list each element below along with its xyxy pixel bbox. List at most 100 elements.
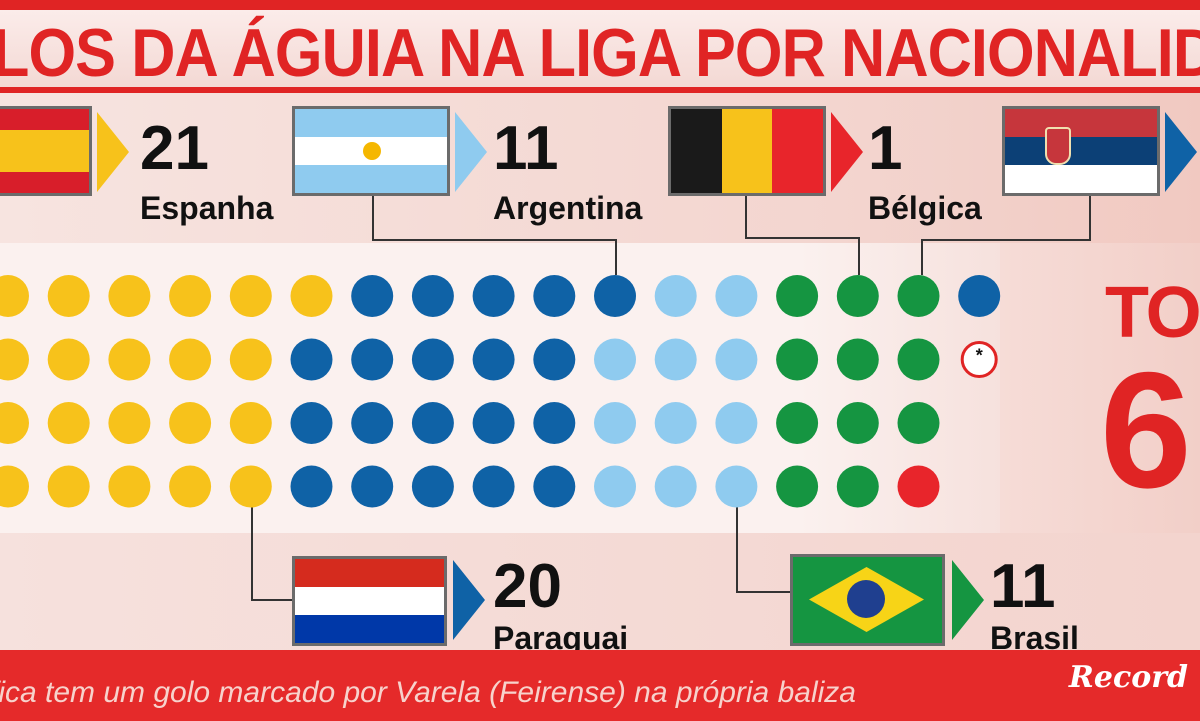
label-argentina: Argentina [493,190,643,226]
count-argentina: 11 [493,114,559,183]
dot-paraguai [290,465,333,508]
dot-paraguai [533,275,576,317]
upper-panel [0,93,1200,243]
dot-argentina [715,338,758,381]
total-label: TOT [1105,273,1200,353]
dot-argentina [715,402,758,444]
dot-paraguai [290,338,333,381]
dot-paraguai [411,275,454,317]
own-goal-marker: * [976,346,983,366]
dot-paraguai [351,465,394,508]
flag-brasil [790,554,945,646]
dot-argentina [594,465,636,508]
dot-espanha [229,465,272,508]
arrow-espanha [97,112,129,192]
record-logo: Record [1068,660,1188,695]
dot-espanha [47,338,90,381]
dot-argentina [594,338,636,381]
count-belgica: 1 [868,114,903,183]
total-arrow-panel [1000,243,1200,533]
title-separator [0,87,1200,93]
globe-icon [847,580,885,618]
dot-espanha [47,465,90,508]
dot-espanha [0,338,29,381]
dot-paraguai [533,402,576,444]
total-value: 6 [1100,338,1192,522]
arrow-paraguai [453,560,485,640]
count-brasil: 11 [990,552,1056,621]
footer-bar [0,650,1200,721]
dot-own-goal [960,341,998,378]
dot-paraguai [290,402,333,444]
flag-paraguai [292,556,447,646]
page-title: LOS DA ÁGUIA NA LIGA POR NACIONALIDADE [0,15,1200,91]
lower-panel [0,533,1200,650]
connector-brasil [736,505,790,593]
connector-servia [921,196,1091,275]
flag-servia [1002,106,1160,196]
dot-espanha [108,338,151,381]
dot-espanha [0,402,29,444]
dot-argentina [715,275,758,317]
dot-brasil [776,338,819,381]
label-paraguai: Paraguai [493,620,629,656]
dot-paraguai [411,465,454,508]
arrow-argentina [455,112,487,192]
footnote: fica tem um golo marcado por Varela (Fei… [0,676,856,709]
dot-brasil [776,465,819,508]
dot-servia [958,275,1001,317]
count-paraguai: 20 [493,552,562,621]
flag-belgica [668,106,826,196]
dot-paraguai [472,275,515,317]
arrow-servia [1165,112,1197,192]
dot-paraguai [411,402,454,444]
dot-espanha [169,465,212,508]
flag-argentina [292,106,450,196]
dot-brasil [897,402,940,444]
flag-espanha [0,106,92,196]
dot-espanha [229,275,272,317]
dot-argentina [654,275,697,317]
label-belgica: Bélgica [868,190,982,226]
dot-paraguai [533,465,576,508]
dot-paraguai [472,402,515,444]
dot-argentina [654,402,697,444]
dot-paraguai [411,338,454,381]
label-espanha: Espanha [140,190,274,226]
arrow-brasil [952,560,984,640]
dot-argentina [715,465,758,508]
dot-brasil [836,465,879,508]
dot-espanha [169,275,212,317]
dot-espanha [0,465,29,508]
dot-espanha [290,275,333,317]
dot-paraguai [533,338,576,381]
dot-brasil [836,275,879,317]
label-brasil: Brasil [990,620,1079,656]
arrow-belgica [831,112,863,192]
dot-argentina [654,338,697,381]
dot-brasil [836,402,879,444]
dot-brasil [836,338,879,381]
dot-brasil [776,275,819,317]
dot-brasil [897,338,940,381]
dot-argentina [654,465,697,508]
dot-brasil [776,402,819,444]
dot-espanha [47,275,90,317]
dot-paraguai [472,338,515,381]
title-bar: LOS DA ÁGUIA NA LIGA POR NACIONALIDADE [0,10,1200,93]
dot-espanha [169,402,212,444]
dot-espanha [229,402,272,444]
dot-paraguai [351,402,394,444]
count-espanha: 21 [140,114,209,183]
dot-espanha [108,402,151,444]
dot-espanha [47,402,90,444]
connector-paraguai [251,505,292,601]
dot-paraguai [594,275,636,317]
dot-paraguai [472,465,515,508]
dot-belgica [897,465,940,508]
dot-espanha [0,275,29,317]
dot-espanha [108,275,151,317]
dot-brasil [897,275,940,317]
coat-of-arms-icon [1045,127,1071,165]
